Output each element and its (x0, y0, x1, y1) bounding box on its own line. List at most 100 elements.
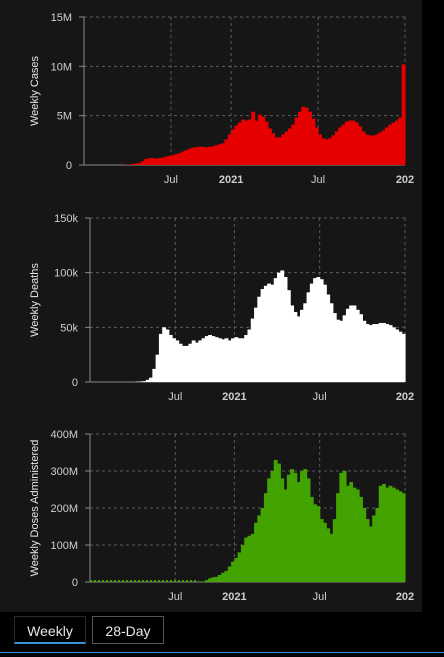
data-bar[interactable] (318, 134, 323, 165)
data-bar[interactable] (329, 533, 334, 582)
tab-28-day[interactable]: 28-Day (92, 616, 164, 644)
data-bar[interactable] (382, 483, 386, 582)
data-bar[interactable] (280, 270, 285, 382)
data-bar[interactable] (221, 572, 226, 582)
data-bar[interactable] (264, 121, 269, 165)
data-bar[interactable] (254, 120, 259, 165)
data-bar[interactable] (391, 327, 396, 382)
data-bar[interactable] (172, 338, 176, 382)
data-bar[interactable] (157, 158, 162, 165)
data-bar[interactable] (368, 325, 373, 382)
data-bar[interactable] (217, 144, 222, 165)
data-bar[interactable] (382, 322, 386, 382)
data-bar[interactable] (388, 325, 393, 382)
data-bar[interactable] (191, 340, 196, 382)
tab-weekly[interactable]: Weekly (14, 616, 86, 644)
data-bar[interactable] (267, 478, 272, 582)
data-bar[interactable] (224, 338, 229, 382)
data-bar[interactable] (251, 111, 256, 165)
data-bar[interactable] (354, 122, 359, 165)
data-bar[interactable] (355, 309, 360, 382)
data-bar[interactable] (394, 120, 399, 165)
data-bar[interactable] (201, 338, 206, 382)
data-bar[interactable] (314, 127, 319, 165)
data-bar[interactable] (378, 485, 383, 582)
data-bar[interactable] (211, 577, 216, 582)
data-bar[interactable] (280, 478, 285, 582)
data-bar[interactable] (395, 489, 400, 583)
data-bar[interactable] (345, 485, 350, 582)
data-bar[interactable] (313, 278, 318, 382)
data-bar[interactable] (140, 161, 145, 165)
data-bar[interactable] (300, 309, 304, 382)
data-bar[interactable] (294, 117, 299, 165)
data-bar[interactable] (303, 303, 308, 382)
data-bar[interactable] (286, 290, 291, 382)
data-bar[interactable] (170, 155, 175, 165)
data-bar[interactable] (207, 146, 212, 165)
data-bar[interactable] (270, 284, 275, 382)
data-bar[interactable] (168, 334, 173, 382)
data-bar[interactable] (261, 116, 266, 165)
data-bar[interactable] (191, 147, 195, 165)
data-bar[interactable] (362, 508, 367, 582)
data-bar[interactable] (322, 522, 327, 582)
data-bar[interactable] (306, 292, 311, 382)
data-bar[interactable] (277, 137, 282, 165)
data-bar[interactable] (281, 134, 286, 165)
data-bar[interactable] (217, 338, 222, 382)
data-bar[interactable] (401, 64, 406, 165)
data-bar[interactable] (167, 156, 172, 165)
data-bar[interactable] (298, 111, 302, 165)
data-bar[interactable] (336, 493, 340, 582)
data-bar[interactable] (273, 459, 278, 582)
data-bar[interactable] (374, 134, 379, 165)
data-bar[interactable] (254, 307, 258, 382)
data-bar[interactable] (178, 343, 183, 382)
data-bar[interactable] (147, 158, 152, 165)
data-bar[interactable] (165, 329, 170, 382)
data-bar[interactable] (384, 127, 389, 165)
data-bar[interactable] (398, 117, 403, 165)
data-bar[interactable] (180, 151, 185, 165)
data-bar[interactable] (375, 508, 380, 582)
data-bar[interactable] (349, 305, 354, 382)
data-bar[interactable] (334, 131, 339, 165)
data-bar[interactable] (271, 133, 276, 165)
data-bar[interactable] (267, 128, 272, 165)
data-bar[interactable] (164, 156, 169, 165)
data-bar[interactable] (339, 472, 344, 582)
data-bar[interactable] (211, 336, 216, 382)
data-bar[interactable] (372, 515, 377, 582)
data-bar[interactable] (184, 150, 189, 165)
data-bar[interactable] (201, 146, 205, 165)
data-bar[interactable] (355, 489, 360, 583)
data-bar[interactable] (349, 482, 354, 582)
data-bar[interactable] (257, 114, 262, 165)
data-bar[interactable] (364, 134, 369, 165)
data-bar[interactable] (371, 135, 376, 165)
data-bar[interactable] (277, 463, 281, 582)
data-bar[interactable] (342, 315, 347, 382)
data-bar[interactable] (311, 118, 316, 165)
data-bar[interactable] (247, 535, 252, 582)
data-bar[interactable] (214, 145, 219, 165)
data-bar[interactable] (208, 578, 213, 582)
data-bar[interactable] (155, 354, 160, 382)
data-bar[interactable] (244, 120, 249, 165)
data-bar[interactable] (345, 308, 350, 382)
data-bar[interactable] (154, 158, 159, 165)
data-bar[interactable] (398, 331, 403, 382)
data-bar[interactable] (361, 131, 366, 165)
data-bar[interactable] (296, 482, 301, 582)
data-bar[interactable] (150, 158, 155, 165)
data-bar[interactable] (185, 345, 190, 382)
data-bar[interactable] (303, 469, 308, 582)
data-bar[interactable] (313, 504, 318, 582)
data-bar[interactable] (250, 533, 255, 582)
data-bar[interactable] (322, 284, 327, 382)
data-bar[interactable] (260, 508, 265, 582)
data-bar[interactable] (391, 487, 396, 582)
data-bar[interactable] (391, 122, 396, 165)
data-bar[interactable] (227, 134, 232, 165)
